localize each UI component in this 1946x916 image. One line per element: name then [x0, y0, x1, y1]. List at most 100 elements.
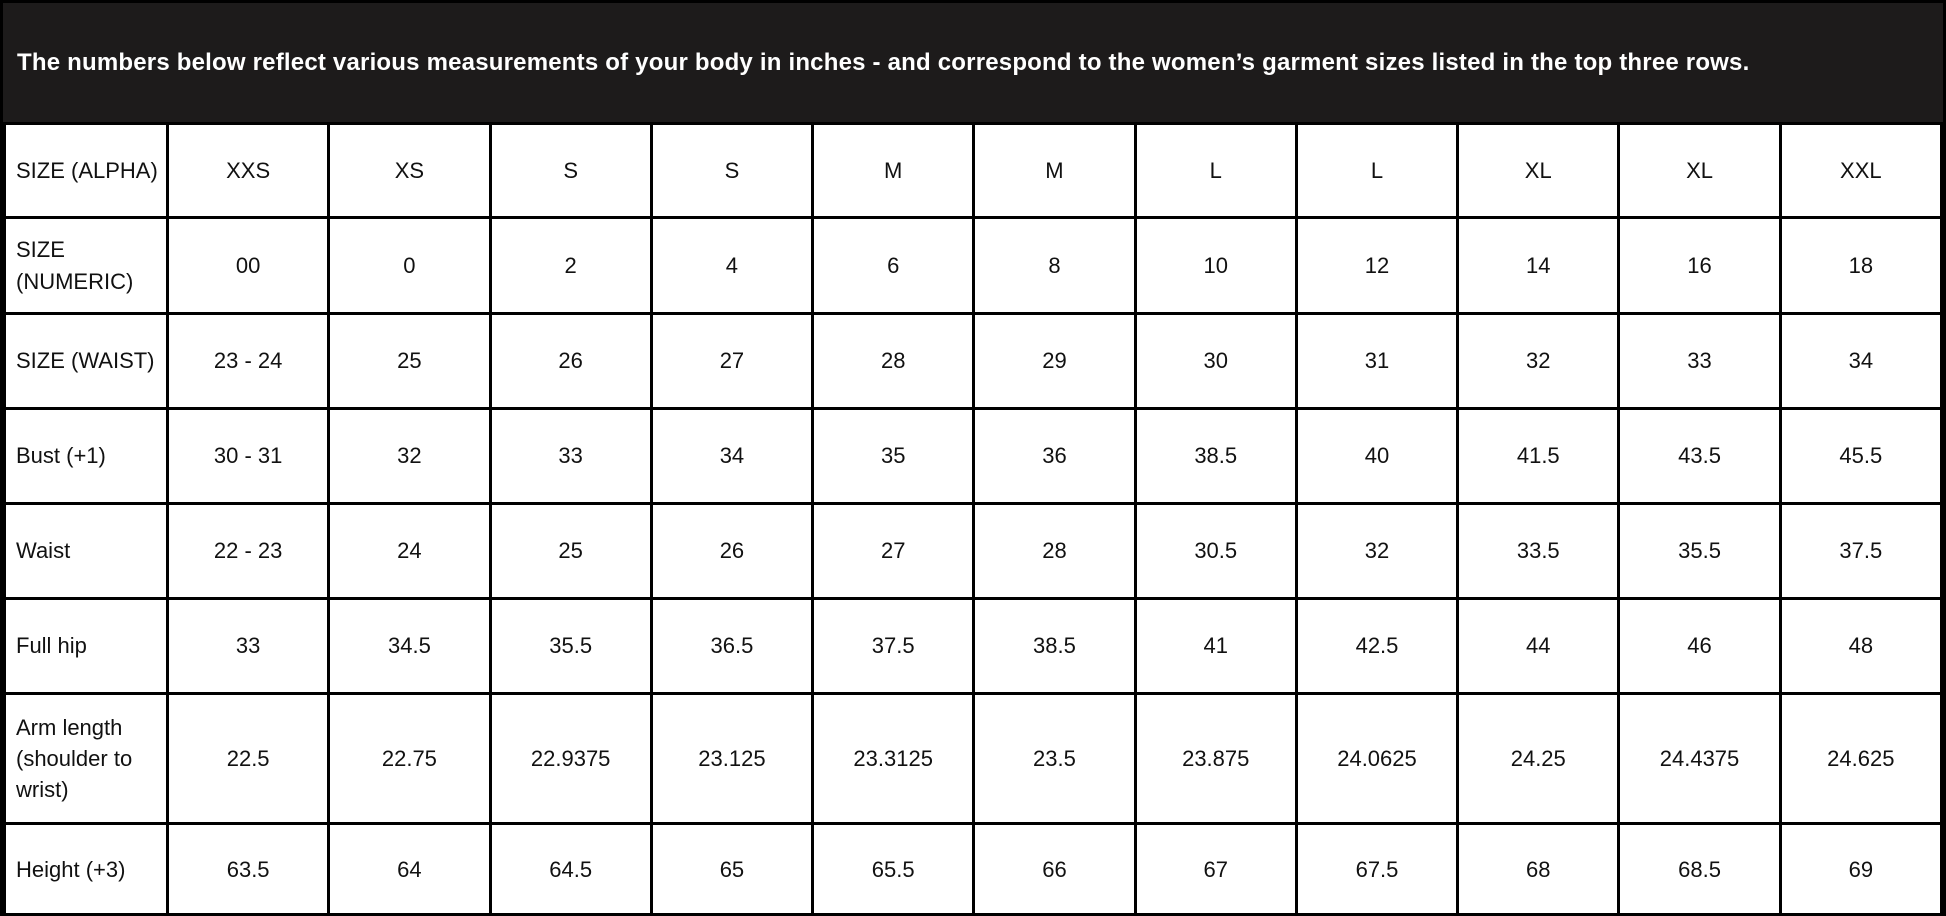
data-cell: 65.5: [811, 822, 976, 913]
data-cell: 37.5: [1778, 502, 1943, 600]
data-cell: 46: [1617, 597, 1782, 695]
data-cell: 32: [1294, 502, 1460, 600]
row-label-cell: Full hip: [3, 597, 169, 695]
intro-banner: The numbers below reflect various measur…: [3, 3, 1943, 122]
data-cell: 26: [488, 312, 653, 410]
data-cell: 22.75: [327, 692, 492, 825]
data-cell: 23.875: [1133, 692, 1298, 825]
table-row: Bust (+1) 30 - 31 32 33 34 35 36 38.5 40 41.5 43.5…: [3, 407, 1943, 505]
data-cell: 22 - 23: [165, 502, 331, 600]
row-label-cell: Arm length (shoulder to wrist): [3, 692, 169, 825]
data-cell: 36: [972, 407, 1137, 505]
data-cell: 28: [811, 312, 976, 410]
data-cell: 30.5: [1133, 502, 1298, 600]
data-cell: 27: [811, 502, 976, 600]
data-cell: 24.0625: [1294, 692, 1460, 825]
data-cell: XL: [1617, 122, 1782, 219]
table-row: Waist 22 - 23 24 25 26 27 28 30.5 32 33.5 35.5 37.5: [3, 502, 1943, 600]
row-label-cell: Height (+3): [3, 822, 169, 913]
data-cell: 4: [649, 216, 815, 315]
data-cell: 44: [1456, 597, 1621, 695]
data-cell: M: [811, 122, 976, 219]
data-cell: 41.5: [1456, 407, 1621, 505]
data-cell: 23.3125: [811, 692, 976, 825]
data-cell: 37.5: [811, 597, 976, 695]
data-cell: 27: [649, 312, 815, 410]
data-cell: 64: [327, 822, 492, 913]
data-cell: 69: [1778, 822, 1943, 913]
data-cell: 43.5: [1617, 407, 1782, 505]
data-cell: 65: [649, 822, 815, 913]
data-cell: 34: [649, 407, 815, 505]
data-cell: 33: [165, 597, 331, 695]
data-cell: 40: [1294, 407, 1460, 505]
data-cell: 14: [1456, 216, 1621, 315]
data-cell: 6: [811, 216, 976, 315]
data-cell: L: [1294, 122, 1460, 219]
data-cell: 42.5: [1294, 597, 1460, 695]
data-cell: 28: [972, 502, 1137, 600]
data-cell: 24: [327, 502, 492, 600]
data-cell: 30: [1133, 312, 1298, 410]
row-label-cell: SIZE (ALPHA): [3, 122, 169, 219]
data-cell: XS: [327, 122, 492, 219]
data-cell: 38.5: [1133, 407, 1298, 505]
data-cell: L: [1133, 122, 1298, 219]
data-cell: XXL: [1778, 122, 1943, 219]
data-cell: 26: [649, 502, 815, 600]
data-cell: 24.25: [1456, 692, 1621, 825]
size-chart-body: SIZE (ALPHA) XXS XS S S M M L L XL XL XXL SIZE (NUME…: [3, 122, 1943, 913]
data-cell: 24.625: [1778, 692, 1943, 825]
table-row: SIZE (WAIST) 23 - 24 25 26 27 28 29 30 31 32 33 34: [3, 312, 1943, 410]
data-cell: 45.5: [1778, 407, 1943, 505]
data-cell: 66: [972, 822, 1137, 913]
data-cell: 32: [327, 407, 492, 505]
data-cell: 12: [1294, 216, 1460, 315]
data-cell: 16: [1617, 216, 1782, 315]
data-cell: 67: [1133, 822, 1298, 913]
data-cell: 35.5: [1617, 502, 1782, 600]
data-cell: 38.5: [972, 597, 1137, 695]
data-cell: 24.4375: [1617, 692, 1782, 825]
data-cell: 23.125: [649, 692, 815, 825]
data-cell: 10: [1133, 216, 1298, 315]
data-cell: 29: [972, 312, 1137, 410]
data-cell: 48: [1778, 597, 1943, 695]
data-cell: 8: [972, 216, 1137, 315]
data-cell: 18: [1778, 216, 1943, 315]
row-label-cell: Bust (+1): [3, 407, 169, 505]
data-cell: 23.5: [972, 692, 1137, 825]
data-cell: 31: [1294, 312, 1460, 410]
data-cell: M: [972, 122, 1137, 219]
data-cell: S: [649, 122, 815, 219]
data-cell: 41: [1133, 597, 1298, 695]
data-cell: XXS: [165, 122, 331, 219]
data-cell: 64.5: [488, 822, 653, 913]
table-row: Arm length (shoulder to wrist) 22.5 22.75 2…: [3, 692, 1943, 825]
data-cell: 25: [327, 312, 492, 410]
data-cell: 33: [488, 407, 653, 505]
intro-banner-text: The numbers below reflect various measur…: [17, 48, 1750, 76]
data-cell: XL: [1456, 122, 1621, 219]
data-cell: 23 - 24: [165, 312, 331, 410]
data-cell: 2: [488, 216, 653, 315]
data-cell: 34: [1778, 312, 1943, 410]
data-cell: 30 - 31: [165, 407, 331, 505]
data-cell: 33.5: [1456, 502, 1621, 600]
data-cell: 35.5: [488, 597, 653, 695]
data-cell: 63.5: [165, 822, 331, 913]
data-cell: 0: [327, 216, 492, 315]
table-row: Full hip 33 34.5 35.5 36.5 37.5 38.5 41 42.5 44 46…: [3, 597, 1943, 695]
data-cell: 34.5: [327, 597, 492, 695]
data-cell: 25: [488, 502, 653, 600]
data-cell: S: [488, 122, 653, 219]
data-cell: 68: [1456, 822, 1621, 913]
row-label-cell: SIZE (WAIST): [3, 312, 169, 410]
data-cell: 33: [1617, 312, 1782, 410]
data-cell: 32: [1456, 312, 1621, 410]
data-cell: 68.5: [1617, 822, 1782, 913]
data-cell: 67.5: [1294, 822, 1460, 913]
data-cell: 35: [811, 407, 976, 505]
table-row: SIZE (NUMERIC) 00 0 2 4 6 8 10 12 14 16 18: [3, 216, 1943, 315]
